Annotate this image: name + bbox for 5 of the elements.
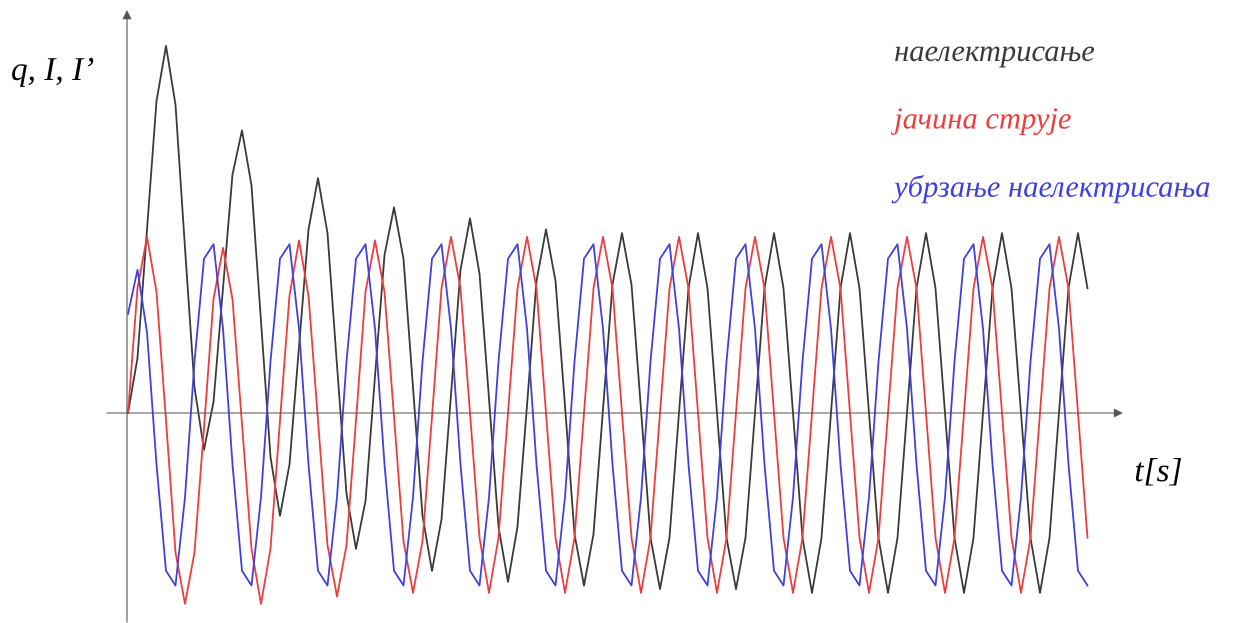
y-axis-title: q, I, I’: [12, 57, 94, 88]
x-axis-title: t[s]: [1135, 458, 1182, 486]
text: јачина струје: [890, 108, 1071, 136]
text: наелектрисање: [895, 46, 1095, 68]
series-label: убрзање наелектрисања: [891, 174, 1210, 204]
